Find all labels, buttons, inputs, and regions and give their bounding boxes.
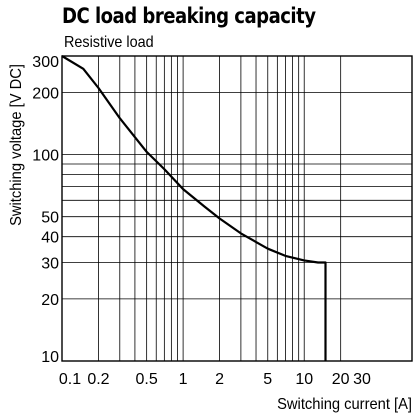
x-tick-label: 10 — [295, 371, 313, 388]
x-tick-label: 30 — [353, 371, 371, 388]
y-tick-label: 100 — [32, 148, 59, 165]
x-axis-label: Switching current [A] — [277, 395, 412, 413]
x-tick-label: 0.1 — [59, 371, 81, 388]
x-tick-label: 0.2 — [87, 371, 109, 388]
x-tick-label: 0.5 — [136, 371, 158, 388]
x-tick-label: 5 — [263, 371, 272, 388]
x-tick-label: 2 — [215, 371, 224, 388]
y-tick-label: 40 — [41, 230, 59, 247]
x-tick-label: 20 — [332, 371, 350, 388]
y-tick-label: 30 — [41, 255, 59, 272]
grid — [62, 56, 412, 361]
x-tick-labels: 0.1 0.2 0.5 1 2 5 10 20 30 — [59, 371, 371, 388]
y-tick-label: 200 — [32, 85, 59, 102]
series-line — [61, 55, 327, 361]
y-axis-label: Switching voltage [V DC] — [7, 64, 25, 226]
y-tick-label: 300 — [32, 54, 59, 71]
y-tick-labels: 10 20 30 40 50 100 200 300 — [32, 54, 59, 366]
y-tick-label: 20 — [41, 292, 59, 309]
y-tick-label: 50 — [41, 210, 59, 227]
chart-subtitle: Resistive load — [64, 34, 154, 51]
series-layer — [61, 55, 327, 361]
y-tick-label: 10 — [41, 349, 59, 366]
plot-frame — [61, 55, 413, 362]
x-tick-label: 1 — [179, 371, 188, 388]
chart-title: DC load breaking capacity — [62, 4, 316, 28]
